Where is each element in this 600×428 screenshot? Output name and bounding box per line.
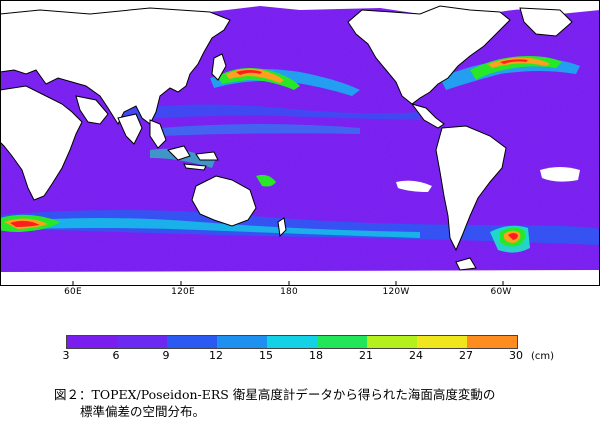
- longitude-label-60w: 60W: [490, 287, 512, 297]
- longitude-label-180: 180: [280, 287, 298, 297]
- south-america-landmass: [435, 125, 507, 252]
- land-masses: [0, 5, 573, 271]
- eurasia-landmass: [0, 7, 231, 126]
- africa-landmass: [0, 85, 83, 201]
- missing-data-patches: [0, 0, 600, 286]
- caption-line-2: 標準偏差の空間分布。: [80, 404, 206, 419]
- variability-hotspots: [0, 56, 562, 247]
- colorbar-tick: 18: [309, 349, 323, 362]
- colorbar-tick: 15: [259, 349, 273, 362]
- longitude-ticks: [72, 281, 504, 286]
- india-landmass: [117, 113, 143, 145]
- se-asia-landmass: [149, 119, 167, 149]
- japan-landmass: [211, 53, 227, 81]
- colorbar-swatch: [417, 336, 467, 348]
- colorbar-swatch: [167, 336, 217, 348]
- world-map-svg: [0, 0, 600, 286]
- colorbar-tick: 6: [112, 349, 120, 362]
- australia-landmass: [191, 175, 257, 227]
- colorbar-tick: 21: [359, 349, 373, 362]
- greenland-landmass: [519, 7, 573, 37]
- colorbar-tick: 12: [209, 349, 223, 362]
- caption-line-1: 図２：TOPEX/Poseidon-ERS 衛星高度計データから得られた海面高度…: [54, 387, 496, 402]
- central-america-landmass: [410, 103, 445, 129]
- colorbar-swatch: [317, 336, 367, 348]
- indonesia-landmass: [167, 145, 191, 161]
- colorbar-swatch: [467, 336, 517, 348]
- colorbar-swatch: [67, 336, 117, 348]
- colorbar-swatch: [367, 336, 417, 348]
- colorbar-tick: 9: [162, 349, 170, 362]
- colorbar-tick: 30: [509, 349, 523, 362]
- colorbar-tick: 24: [409, 349, 423, 362]
- colorbar-swatch: [267, 336, 317, 348]
- figure-caption: 図２：TOPEX/Poseidon-ERS 衛星高度計データから得られた海面高度…: [54, 386, 495, 420]
- colorbar-unit-label: (cm): [531, 351, 555, 362]
- colorbar-legend: [66, 335, 518, 349]
- longitude-label-120e: 120E: [171, 287, 195, 297]
- colorbar-swatch: [217, 336, 267, 348]
- new-zealand-landmass: [277, 217, 287, 238]
- colorbar-tick: 27: [459, 349, 473, 362]
- longitude-label-60e: 60E: [64, 287, 82, 297]
- colorbar-tick: 3: [62, 349, 70, 362]
- sea-level-variability-map: 60E 120E 180 120W 60W: [0, 0, 600, 297]
- north-america-landmass: [347, 5, 511, 105]
- longitude-label-120w: 120W: [382, 287, 410, 297]
- arabia-landmass: [75, 95, 109, 125]
- colorbar-swatch: [117, 336, 167, 348]
